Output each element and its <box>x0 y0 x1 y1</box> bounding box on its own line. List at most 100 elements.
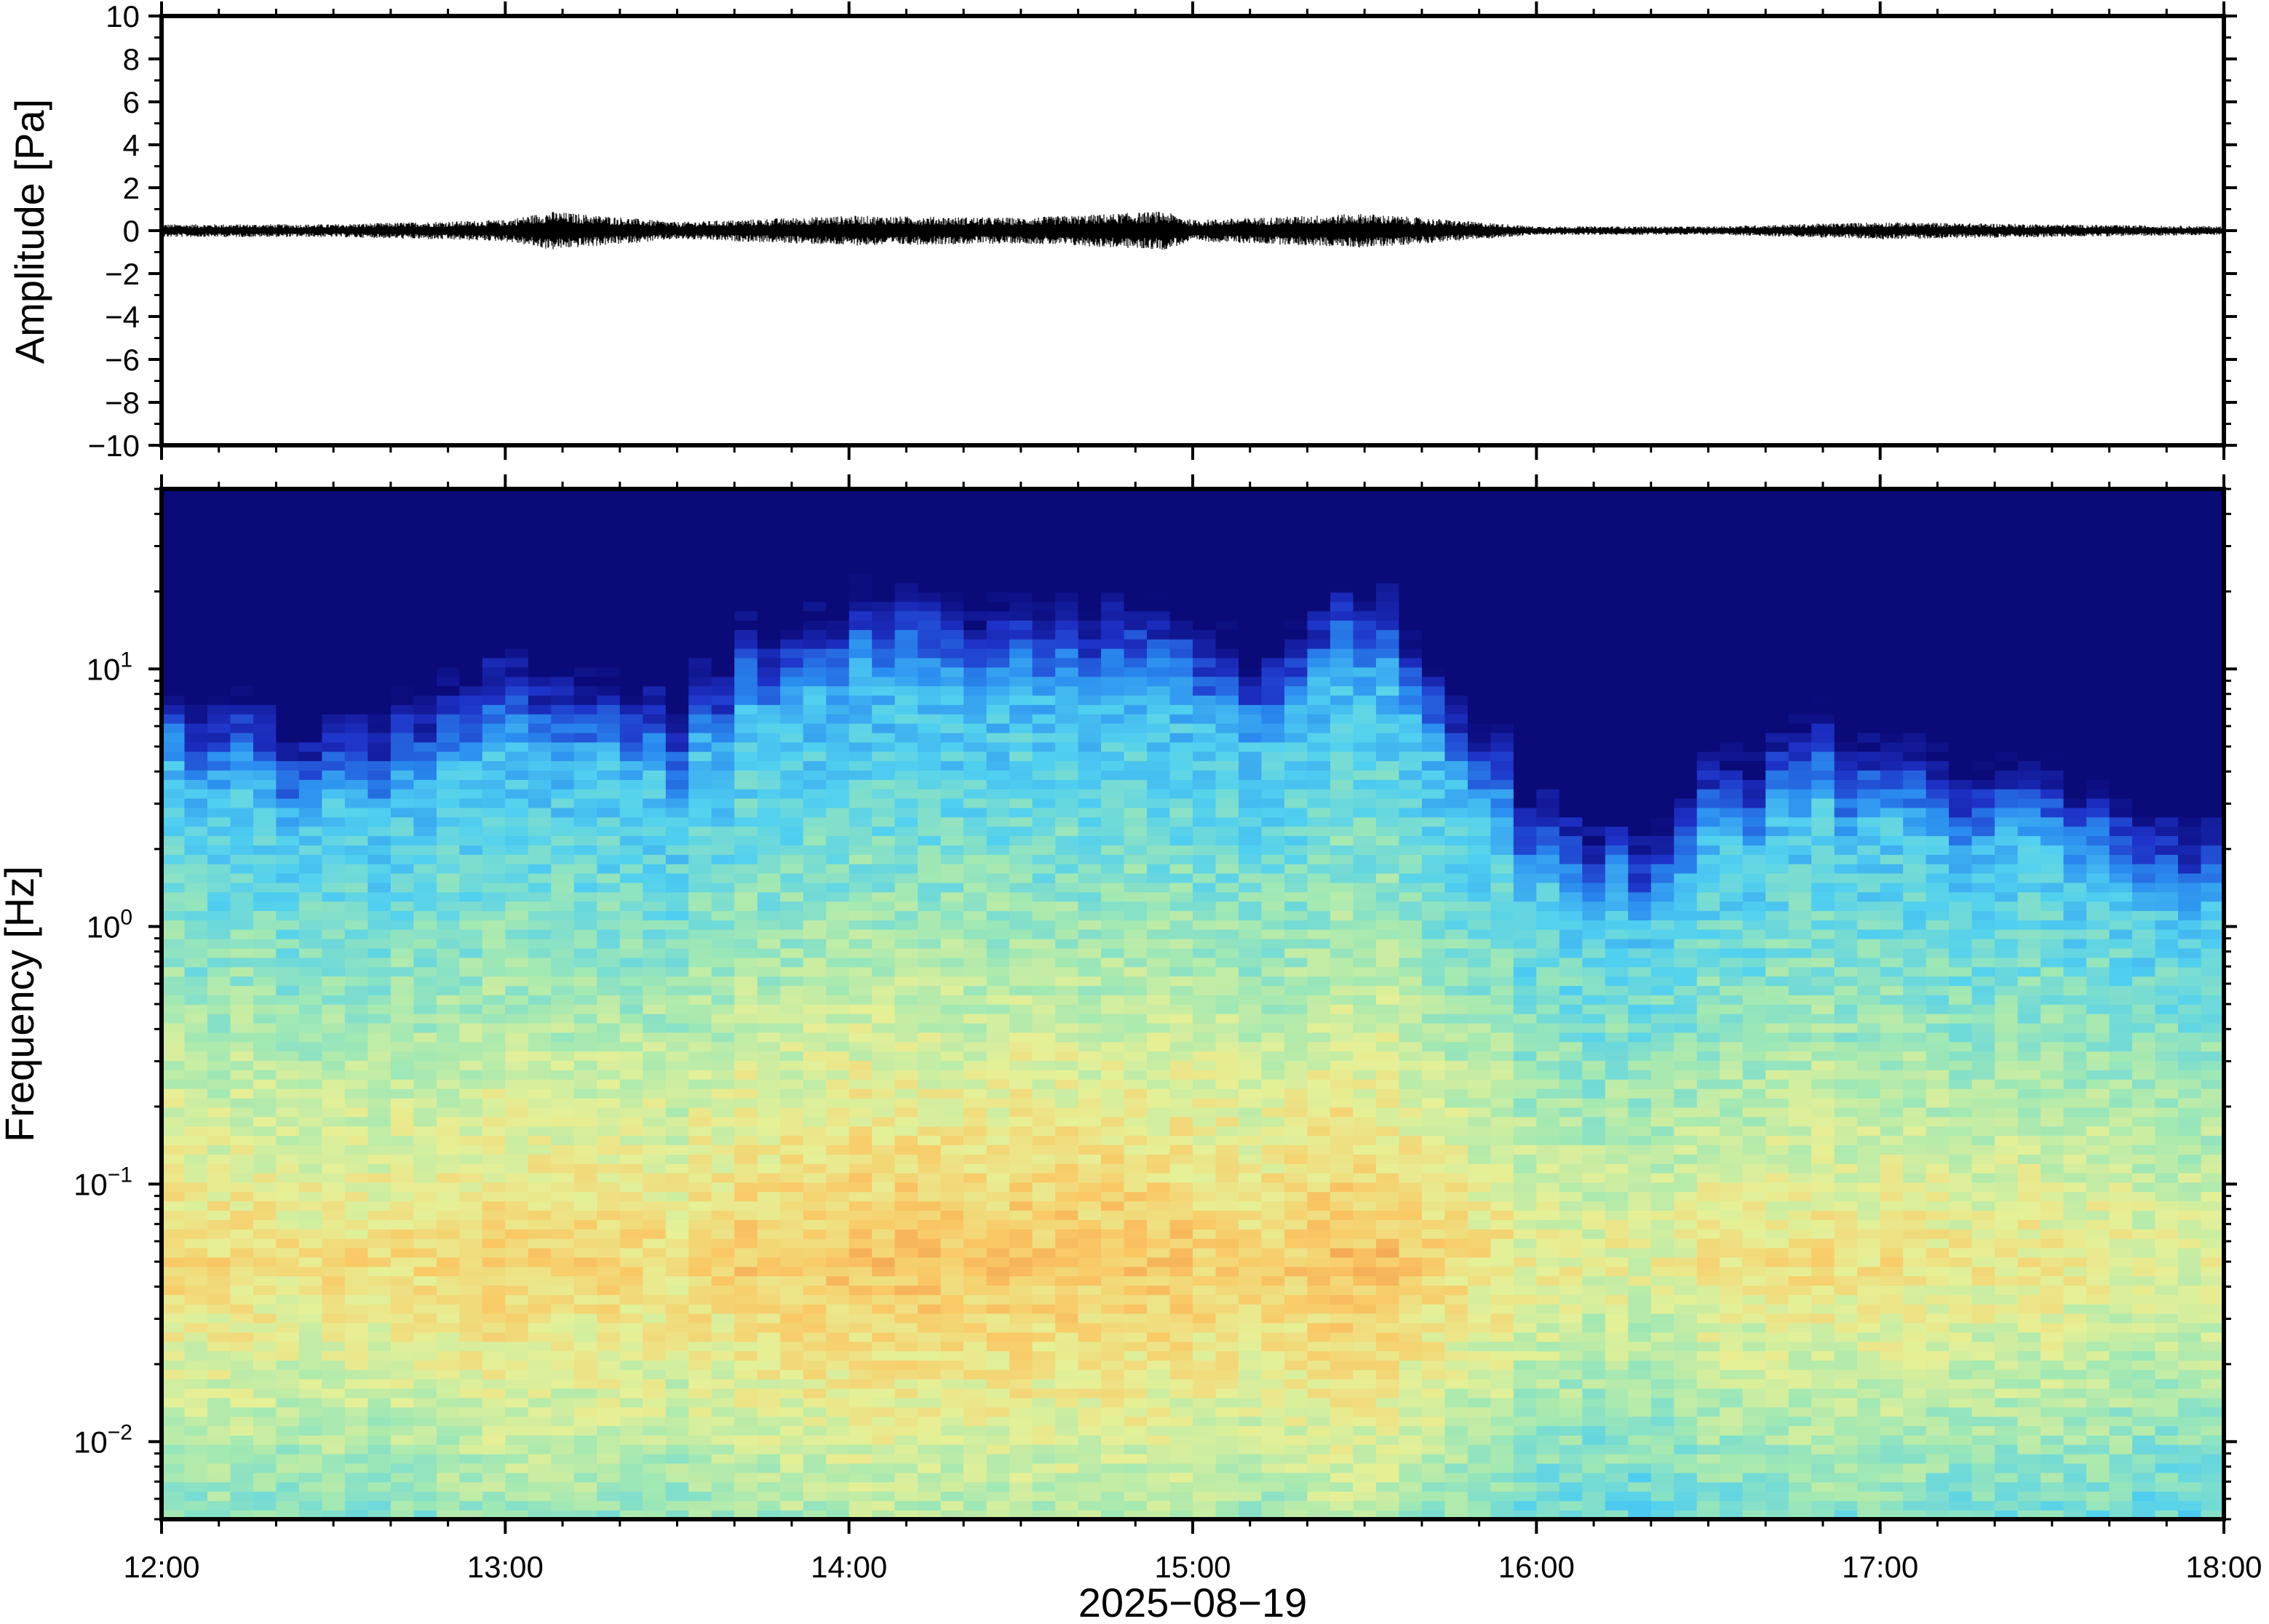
spectrogram-cell <box>918 582 942 593</box>
spectrogram-cell <box>643 1350 667 1361</box>
spectrogram-cell <box>963 723 988 733</box>
spectrogram-cell <box>390 1201 415 1211</box>
spectrogram-cell <box>207 1388 231 1398</box>
spectrogram-cell <box>688 872 712 883</box>
spectrogram-cell <box>573 835 598 845</box>
spectrogram-cell <box>162 1154 186 1164</box>
spectrogram-cell <box>1215 1491 1239 1502</box>
spectrogram-cell <box>390 1079 415 1089</box>
spectrogram-cell <box>1193 1491 1217 1502</box>
spectrogram-cell <box>734 1388 758 1398</box>
spectrogram-cell <box>940 1303 964 1314</box>
spectrogram-cell <box>207 741 231 752</box>
spectrogram-cell <box>688 1079 712 1089</box>
spectrogram-cell <box>1101 1406 1125 1417</box>
spectrogram-cell <box>230 620 254 630</box>
spectrogram-cell <box>688 564 712 574</box>
spectrogram-cell <box>551 920 575 930</box>
spectrogram-cell <box>413 751 437 762</box>
spectrogram-cell <box>413 1360 437 1370</box>
spectrogram-cell <box>1124 1238 1148 1249</box>
spectrogram-cell <box>619 610 644 621</box>
spectrogram-cell <box>872 826 896 837</box>
spectrogram-cell <box>1169 1060 1193 1070</box>
spectrogram-cell <box>1032 713 1056 724</box>
spectrogram-cell <box>711 826 735 837</box>
spectrogram-cell <box>803 1041 827 1052</box>
spectrogram-cell <box>619 1219 644 1230</box>
spectrogram-cell <box>734 1088 758 1099</box>
spectrogram-cell <box>253 1472 277 1483</box>
spectrogram-cell <box>597 1444 621 1454</box>
spectrogram-cell <box>597 854 621 864</box>
spectrogram-cell <box>1078 1462 1102 1473</box>
spectrogram-cell <box>665 666 690 677</box>
spectrogram-cell <box>1124 1378 1148 1389</box>
spectrogram-cell <box>1169 1022 1193 1033</box>
spectrogram-cell <box>1032 1070 1056 1080</box>
spectrogram-cell <box>711 1491 735 1502</box>
spectrogram-cell <box>1169 1126 1193 1136</box>
spectrogram-cell <box>665 1510 690 1519</box>
spectrogram-cell <box>413 1369 437 1380</box>
spectrogram-cell <box>1215 751 1239 762</box>
spectrogram-cell <box>1147 723 1171 733</box>
spectrogram-cell <box>459 1116 483 1127</box>
spectrogram-cell <box>1078 1201 1102 1211</box>
spectrogram-cell <box>573 882 598 893</box>
spectrogram-cell <box>688 573 712 584</box>
spectrogram-cell <box>459 1228 483 1239</box>
spectrogram-cell <box>1169 910 1193 920</box>
spectrogram-cell <box>1124 1275 1148 1286</box>
spectrogram-cell <box>390 920 415 930</box>
spectrogram-cell <box>918 1491 942 1502</box>
spectrogram-cell <box>1147 770 1171 780</box>
spectrogram-cell <box>276 770 300 780</box>
spectrogram-cell <box>1055 1247 1079 1258</box>
spectrogram-cell <box>367 666 392 677</box>
spectrogram-cell <box>1124 1135 1148 1145</box>
spectrogram-cell <box>505 695 529 705</box>
spectrogram-cell <box>826 854 850 864</box>
spectrogram-cell <box>1124 732 1148 743</box>
spectrogram-cell <box>872 1266 896 1277</box>
spectrogram-cell <box>390 770 415 780</box>
spectrogram-cell <box>1055 1472 1079 1483</box>
spectrogram-cell <box>1055 526 1079 537</box>
spectrogram-cell <box>322 854 346 864</box>
spectrogram-cell <box>711 788 735 799</box>
spectrogram-cell <box>849 910 873 920</box>
spectrogram-cell <box>619 592 644 602</box>
spectrogram-cell <box>551 1294 575 1305</box>
spectrogram-cell <box>619 1107 644 1118</box>
spectrogram-cell <box>597 620 621 630</box>
spectrogram-cell <box>963 816 988 827</box>
spectrogram-cell <box>573 779 598 789</box>
spectrogram-cell <box>573 1247 598 1258</box>
spectrogram-cell <box>803 1088 827 1099</box>
spectrogram-cell <box>711 1022 735 1033</box>
spectrogram-cell <box>505 779 529 789</box>
spectrogram-cell <box>230 695 254 705</box>
spectrogram-cell <box>1009 1406 1033 1417</box>
spectrogram-cell <box>711 751 735 762</box>
spectrogram-cell <box>367 1350 392 1361</box>
spectrogram-cell <box>1078 1004 1102 1014</box>
spectrogram-cell <box>1124 816 1148 827</box>
spectrogram-cell <box>757 666 781 677</box>
spectrogram-cell <box>298 657 323 668</box>
spectrogram-cell <box>573 1416 598 1427</box>
spectrogram-cell <box>551 1191 575 1202</box>
spectrogram-cell <box>1169 1435 1193 1445</box>
spectrogram-cell <box>918 1435 942 1445</box>
spectrogram-cell <box>597 1201 621 1211</box>
spectrogram-cell <box>734 723 758 733</box>
spectrogram-cell <box>940 1032 964 1043</box>
spectrogram-cell <box>528 1444 552 1454</box>
spectrogram-cell <box>505 1425 529 1436</box>
spectrogram-cell <box>1032 1004 1056 1014</box>
spectrogram-cell <box>780 1191 804 1202</box>
spectrogram-cell <box>1124 1322 1148 1333</box>
spectrogram-cell <box>1032 648 1056 658</box>
spectrogram-cell <box>597 732 621 743</box>
